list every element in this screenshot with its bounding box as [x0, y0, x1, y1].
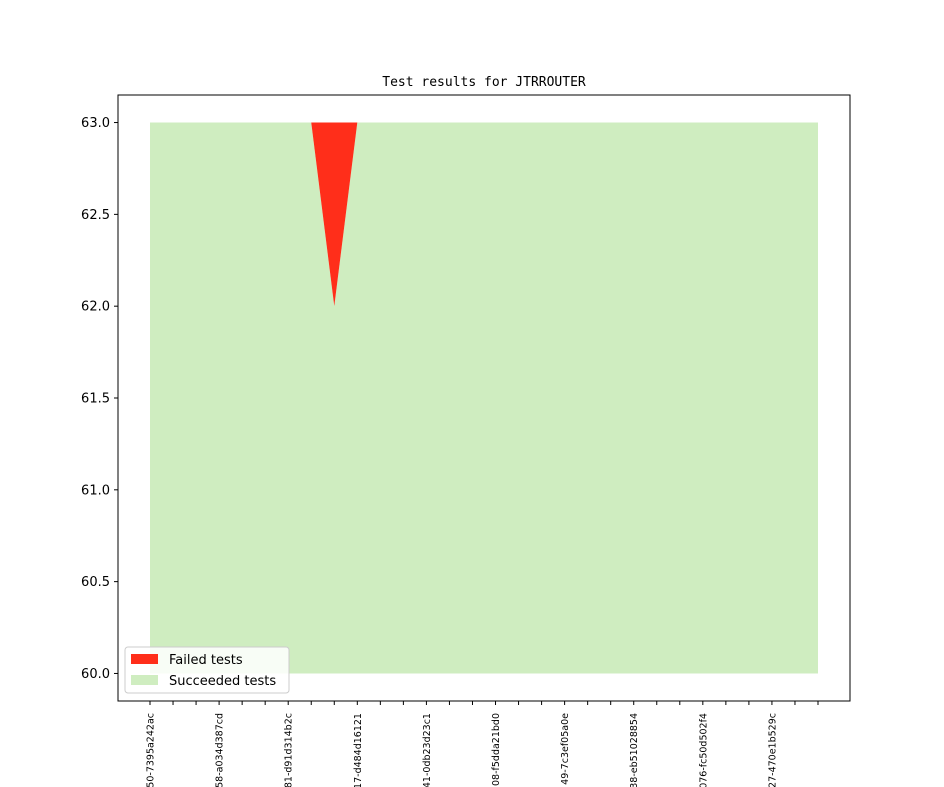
y-tick-label: 61.5 — [81, 392, 110, 407]
x-tick-label: 08-f5dda21bd0 — [491, 713, 502, 786]
chart-title: Test results for JTRROUTER — [382, 75, 586, 90]
x-tick-label: 17-d484d16121 — [353, 713, 364, 787]
legend-label: Succeeded tests — [169, 674, 276, 689]
y-axis: 60.0 60.5 61.0 61.5 62.0 62.5 63.0 — [81, 116, 118, 682]
y-tick-label: 62.0 — [81, 300, 110, 315]
succeeded-tests-area — [150, 122, 818, 674]
x-tick-label: 50-7395a242ac — [146, 713, 157, 787]
x-tick-label: 81-d91d314b2c — [284, 713, 295, 787]
x-tick-label: 38-eb51028854 — [629, 713, 640, 787]
legend-swatch — [131, 654, 158, 664]
y-tick-label: 61.0 — [81, 483, 110, 498]
legend: Failed tests Succeeded tests — [124, 646, 290, 694]
legend-swatch — [131, 675, 158, 685]
y-tick-label: 62.5 — [81, 208, 110, 223]
plot-area — [150, 122, 818, 674]
x-tick-label: 49-7c3ef05a0e — [560, 713, 571, 785]
x-tick-label: 41-0db23d23c1 — [422, 713, 433, 787]
x-tick-label: 27-470e1b529c — [767, 713, 778, 787]
x-axis: 50-7395a242ac 58-a034d387cd 81-d91d314b2c 1… — [146, 701, 819, 787]
legend-label: Failed tests — [169, 653, 243, 668]
x-tick-label: 58-a034d387cd — [215, 713, 226, 787]
y-tick-label: 63.0 — [81, 116, 110, 131]
y-tick-label: 60.0 — [81, 667, 110, 682]
y-tick-label: 60.5 — [81, 575, 110, 590]
x-tick-label: 076-fc50d502f4 — [698, 713, 709, 787]
legend-box — [124, 646, 290, 694]
